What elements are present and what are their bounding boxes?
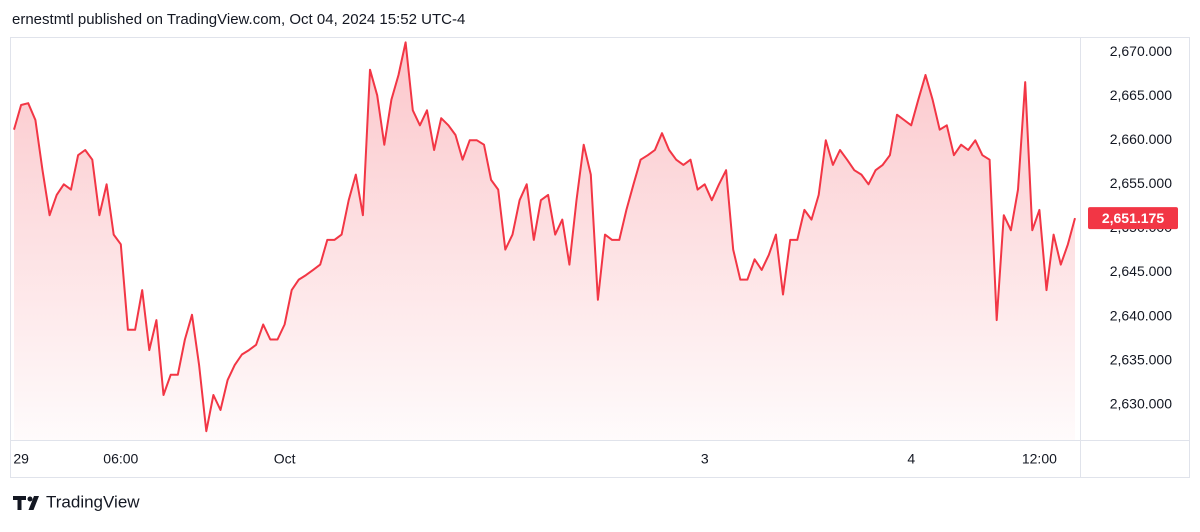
logo-mark <box>13 496 26 510</box>
logo-slash <box>28 496 39 510</box>
y-tick-label: 2,630.000 <box>1110 395 1172 411</box>
price-line <box>13 41 1076 433</box>
y-tick-label: 2,660.000 <box>1110 131 1172 147</box>
x-tick-label: 3 <box>701 451 709 467</box>
plot: 2,630.000 2,635.000 2,640.000 2,645.000 2,65… <box>13 41 1178 467</box>
x-tick-label: 12:00 <box>1022 451 1057 467</box>
y-tick-label: 2,640.000 <box>1110 307 1172 323</box>
logo-dot <box>27 496 33 502</box>
area-fill <box>14 42 1075 441</box>
y-tick-label: 2,665.000 <box>1110 87 1172 103</box>
chart-frame <box>10 37 1190 478</box>
x-tick-label: 29 <box>13 451 29 467</box>
last-price-label: 2,651.175 <box>1102 210 1164 226</box>
x-tick-label: 4 <box>907 451 915 467</box>
y-tick-label: 2,655.000 <box>1110 175 1172 191</box>
last-price-tag <box>1088 207 1178 230</box>
brand-text: TradingView <box>46 492 140 511</box>
header-text: ernestmtl published on TradingView.com, … <box>12 11 465 28</box>
y-tick-label: 2,670.000 <box>1110 43 1172 59</box>
y-tick-label: 2,645.000 <box>1110 263 1172 279</box>
x-tick-label: Oct <box>274 451 296 467</box>
logo <box>13 496 39 510</box>
y-tick-label: 2,635.000 <box>1110 351 1172 367</box>
x-tick-label: 06:00 <box>103 451 138 467</box>
